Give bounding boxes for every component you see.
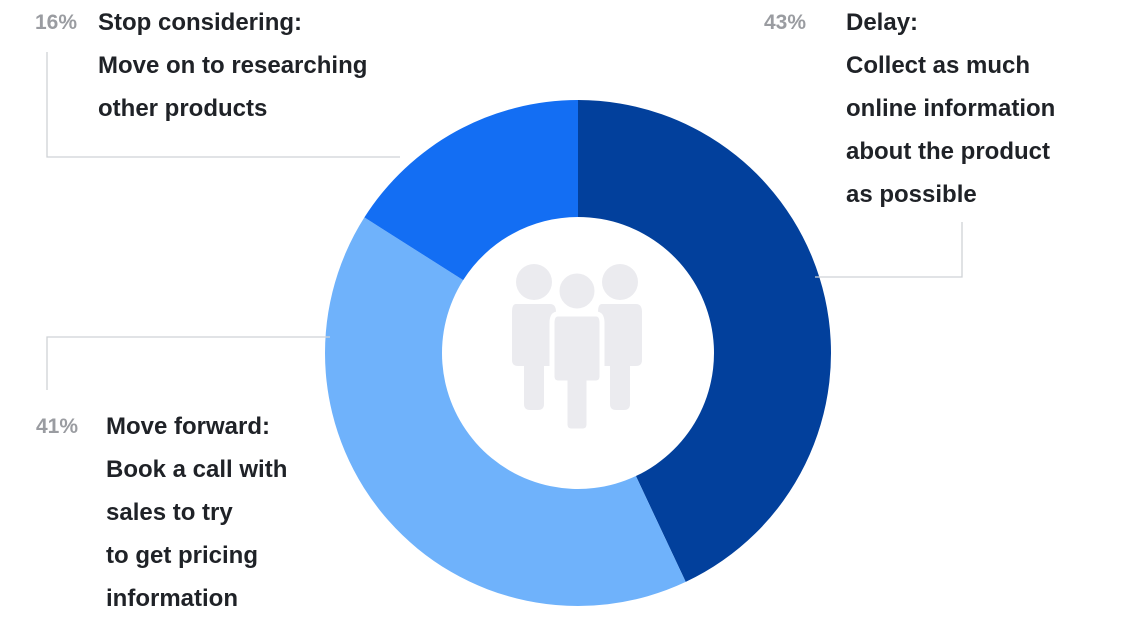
desc-delay-line: as possible [846, 181, 977, 208]
desc-delay-line: about the product [846, 138, 1050, 165]
label-stop-considering: 16% Stop considering: Move on to researc… [35, 1, 368, 130]
title-delay: Delay: [846, 9, 919, 36]
title-move-forward: Move forward: [106, 413, 271, 440]
donut-slices [324, 100, 831, 607]
percent-move-forward: 41% [36, 415, 79, 438]
people-group-icon [512, 264, 642, 434]
title-stop-considering: Stop considering: [98, 9, 302, 36]
leader-line-move-forward [46, 336, 330, 390]
desc-move-forward-line: sales to try [106, 499, 233, 526]
desc-move-forward-line: Book a call with [106, 456, 288, 483]
percent-delay: 43% [764, 11, 807, 34]
desc-move-forward-line: to get pricing [106, 542, 258, 569]
desc-move-forward-line: information [106, 585, 238, 612]
percent-stop-considering: 16% [35, 11, 78, 34]
slice-move-forward [324, 217, 686, 607]
slice-delay [578, 100, 831, 582]
label-delay: 43% Delay: Collect as much online inform… [764, 1, 1056, 216]
slice-stop-considering [364, 100, 578, 281]
leader-line-delay [815, 222, 963, 278]
desc-stop-considering-line: other products [98, 95, 268, 122]
desc-delay-line: Collect as much [846, 52, 1031, 79]
desc-delay-line: online information [846, 95, 1056, 122]
leader-lines [46, 52, 963, 390]
leader-line-stop-considering [46, 52, 400, 158]
label-move-forward: 41% Move forward: Book a call with sales… [36, 405, 288, 620]
desc-stop-considering-line: Move on to researching [98, 52, 368, 79]
